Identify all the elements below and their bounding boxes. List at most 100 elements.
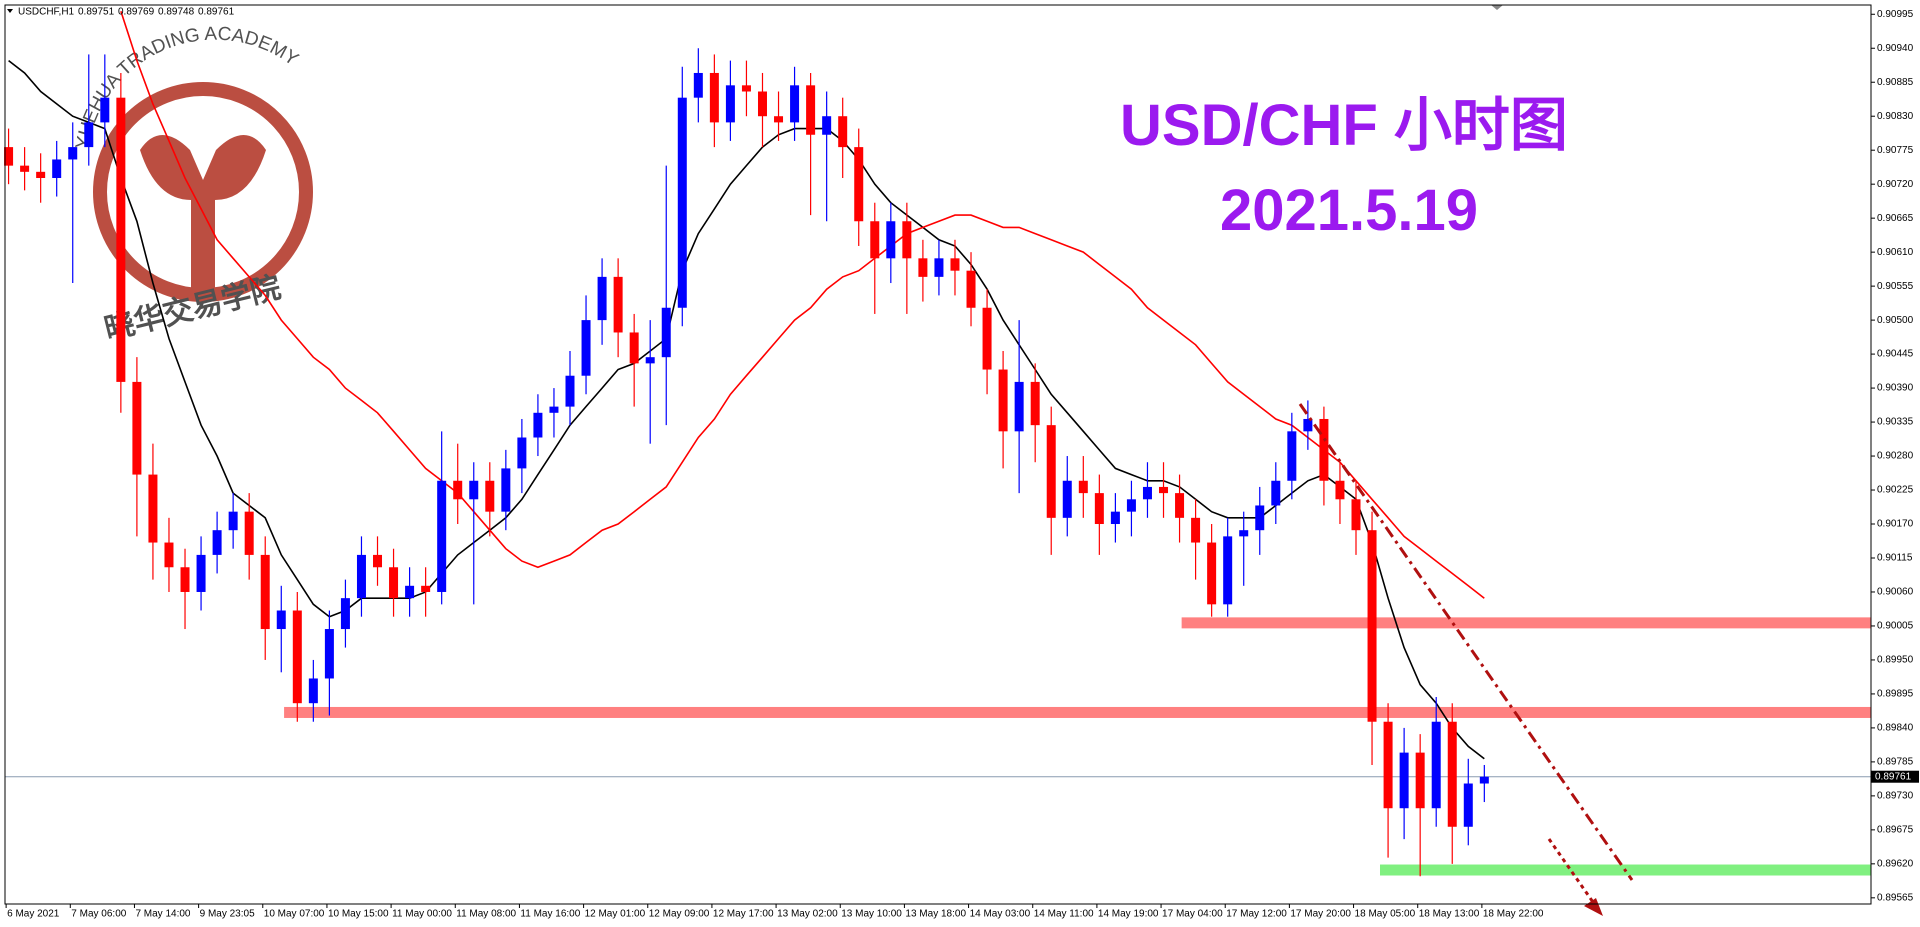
x-tick-label: 18 May 22:00 xyxy=(1483,909,1544,920)
candle-body xyxy=(1479,776,1489,784)
x-tick-label: 13 May 18:00 xyxy=(905,909,966,920)
header-open: 0.89751 xyxy=(78,7,115,18)
candle-body xyxy=(20,165,30,172)
plot-frame xyxy=(4,4,1872,905)
candle-body xyxy=(1271,480,1281,506)
x-tick-label: 10 May 15:00 xyxy=(328,909,389,920)
x-tick-label: 11 May 08:00 xyxy=(456,909,516,920)
y-tick-label: 0.90005 xyxy=(1877,621,1914,632)
candle-body xyxy=(1078,480,1088,494)
x-tick-label: 13 May 02:00 xyxy=(777,909,838,920)
x-tick-label: 18 May 05:00 xyxy=(1355,909,1416,920)
x-tick-label: 12 May 09:00 xyxy=(649,909,710,920)
candle-body xyxy=(1463,783,1473,827)
candle-body xyxy=(405,585,415,599)
candle-body xyxy=(212,530,222,555)
candle-body xyxy=(437,480,447,592)
candle-body xyxy=(854,147,864,222)
candle-body xyxy=(517,437,527,469)
candle-body xyxy=(116,97,126,382)
price-tag xyxy=(1871,770,1919,783)
y-tick-label: 0.90280 xyxy=(1877,451,1914,462)
x-tick-label: 11 May 16:00 xyxy=(520,909,580,920)
y-tick-label: 0.89950 xyxy=(1877,655,1914,666)
chart-subtitle: 2021.5.19 xyxy=(1220,178,1478,243)
y-tick-label: 0.90665 xyxy=(1877,213,1914,224)
candle-body xyxy=(36,171,46,179)
candle-body xyxy=(1383,721,1393,809)
y-tick-label: 0.89895 xyxy=(1877,689,1914,700)
x-tick-label: 17 May 04:00 xyxy=(1162,909,1223,920)
x-tick-label: 13 May 10:00 xyxy=(841,909,902,920)
candle-body xyxy=(1319,418,1329,481)
candle-body xyxy=(1030,381,1040,426)
candle-body xyxy=(1014,381,1024,432)
y-tick-label: 0.90445 xyxy=(1877,349,1914,360)
x-tick-label: 17 May 12:00 xyxy=(1226,909,1287,920)
y-tick-label: 0.89565 xyxy=(1877,892,1914,903)
candle-body xyxy=(741,85,751,92)
chart-title: USD/CHF 小时图 xyxy=(1120,93,1568,158)
moving-averages xyxy=(8,10,1485,760)
candle-body xyxy=(84,122,94,148)
candle-body xyxy=(148,474,158,543)
candle-body xyxy=(838,116,848,148)
candle-body xyxy=(1046,425,1056,518)
header-close: 0.89761 xyxy=(198,7,235,18)
candle-body xyxy=(389,567,399,599)
candle-body xyxy=(421,585,431,592)
y-tick-label: 0.89675 xyxy=(1877,824,1914,835)
candle-body xyxy=(950,258,960,271)
y-tick-label: 0.90775 xyxy=(1877,145,1914,156)
y-tick-label: 0.90720 xyxy=(1877,179,1914,190)
candle-body xyxy=(629,332,639,364)
arrow-head xyxy=(1584,898,1603,916)
candle-body xyxy=(613,276,623,333)
candle-body xyxy=(1431,721,1441,809)
candles xyxy=(4,48,1489,877)
zone xyxy=(1181,617,1871,629)
candle-body xyxy=(1159,486,1169,494)
candle-body xyxy=(1142,486,1152,500)
header-low: 0.89748 xyxy=(158,7,195,18)
candle-body xyxy=(180,567,190,592)
candle-body xyxy=(4,147,14,166)
candle-body xyxy=(52,159,62,179)
candle-body xyxy=(918,258,928,277)
candle-body xyxy=(886,221,896,259)
y-tick-label: 0.90115 xyxy=(1877,553,1913,564)
candle-body xyxy=(453,480,463,500)
candle-body xyxy=(870,221,880,259)
y-tick-label: 0.90830 xyxy=(1877,111,1914,122)
candle-body xyxy=(1415,752,1425,809)
candle-body xyxy=(549,406,559,413)
candle-body xyxy=(68,147,78,160)
candle-body xyxy=(196,554,206,592)
header-menu[interactable] xyxy=(7,9,13,13)
x-tick-label: 12 May 17:00 xyxy=(713,909,774,920)
y-tick-label: 0.90390 xyxy=(1877,383,1914,394)
trend-arrows xyxy=(1298,403,1634,916)
candle-body xyxy=(164,542,174,568)
x-tick-label: 14 May 19:00 xyxy=(1098,909,1159,920)
candle-body xyxy=(645,357,655,364)
candle-body xyxy=(292,610,302,704)
y-tick-label: 0.90060 xyxy=(1877,587,1914,598)
y-tick-label: 0.90225 xyxy=(1877,485,1914,496)
candle-body xyxy=(1191,517,1201,543)
y-tick-label: 0.89840 xyxy=(1877,723,1914,734)
logo-ring xyxy=(93,82,313,302)
candle-body xyxy=(709,72,719,123)
y-tick-label: 0.90610 xyxy=(1877,247,1914,258)
trend-line-dotted xyxy=(1547,838,1597,906)
x-tick-label: 17 May 20:00 xyxy=(1290,909,1351,920)
x-tick-label: 7 May 06:00 xyxy=(71,909,126,920)
candle-body xyxy=(373,554,383,568)
candle-body xyxy=(308,678,318,704)
scroll-marker[interactable] xyxy=(1491,5,1503,10)
y-tick-label: 0.90995 xyxy=(1877,9,1914,20)
candle-body xyxy=(822,116,832,135)
x-tick-label: 18 May 13:00 xyxy=(1419,909,1480,920)
candle-body xyxy=(260,554,270,630)
